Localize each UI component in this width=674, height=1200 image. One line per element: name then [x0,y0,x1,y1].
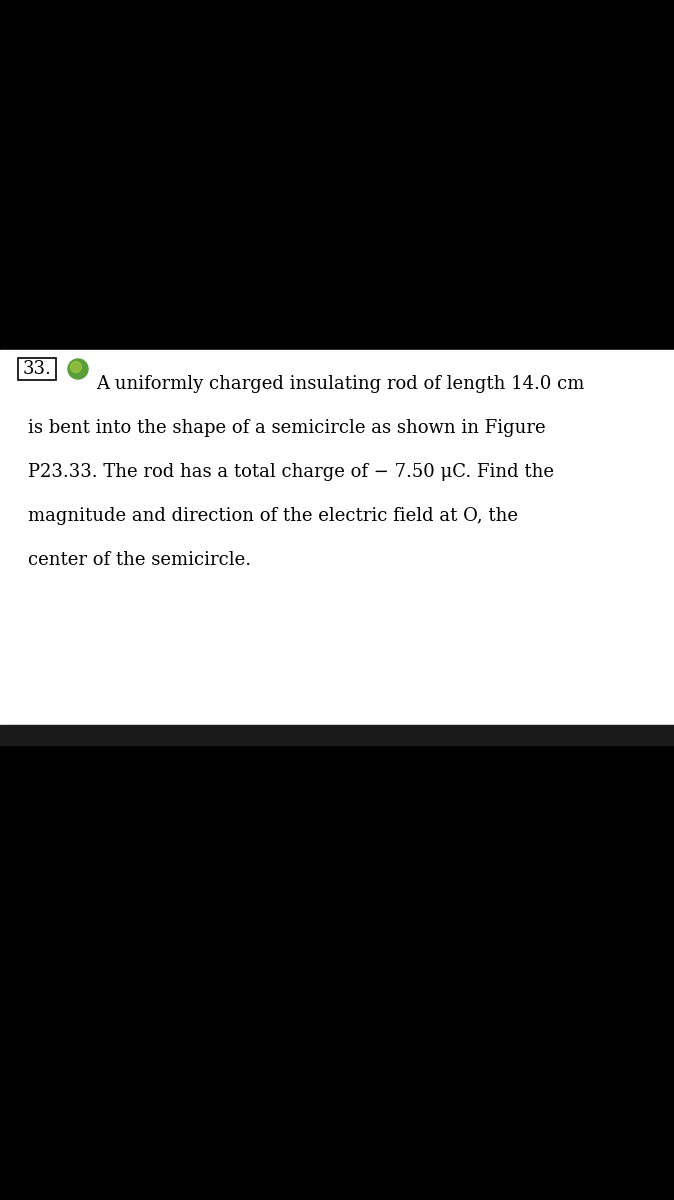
Circle shape [68,359,88,379]
Text: A uniformly charged insulating rod of length 14.0 cm: A uniformly charged insulating rod of le… [96,374,584,392]
Text: magnitude and direction of the electric field at O, the: magnitude and direction of the electric … [28,506,518,526]
Circle shape [71,361,82,372]
Text: P23.33. The rod has a total charge of − 7.50 μC. Find the: P23.33. The rod has a total charge of − … [28,463,554,481]
Text: center of the semicircle.: center of the semicircle. [28,551,251,569]
Text: is bent into the shape of a semicircle as shown in Figure: is bent into the shape of a semicircle a… [28,419,546,437]
Bar [0,350,674,725]
Bar [0,725,674,745]
FancyBboxPatch shape [18,358,56,380]
Text: 33.: 33. [22,360,51,378]
